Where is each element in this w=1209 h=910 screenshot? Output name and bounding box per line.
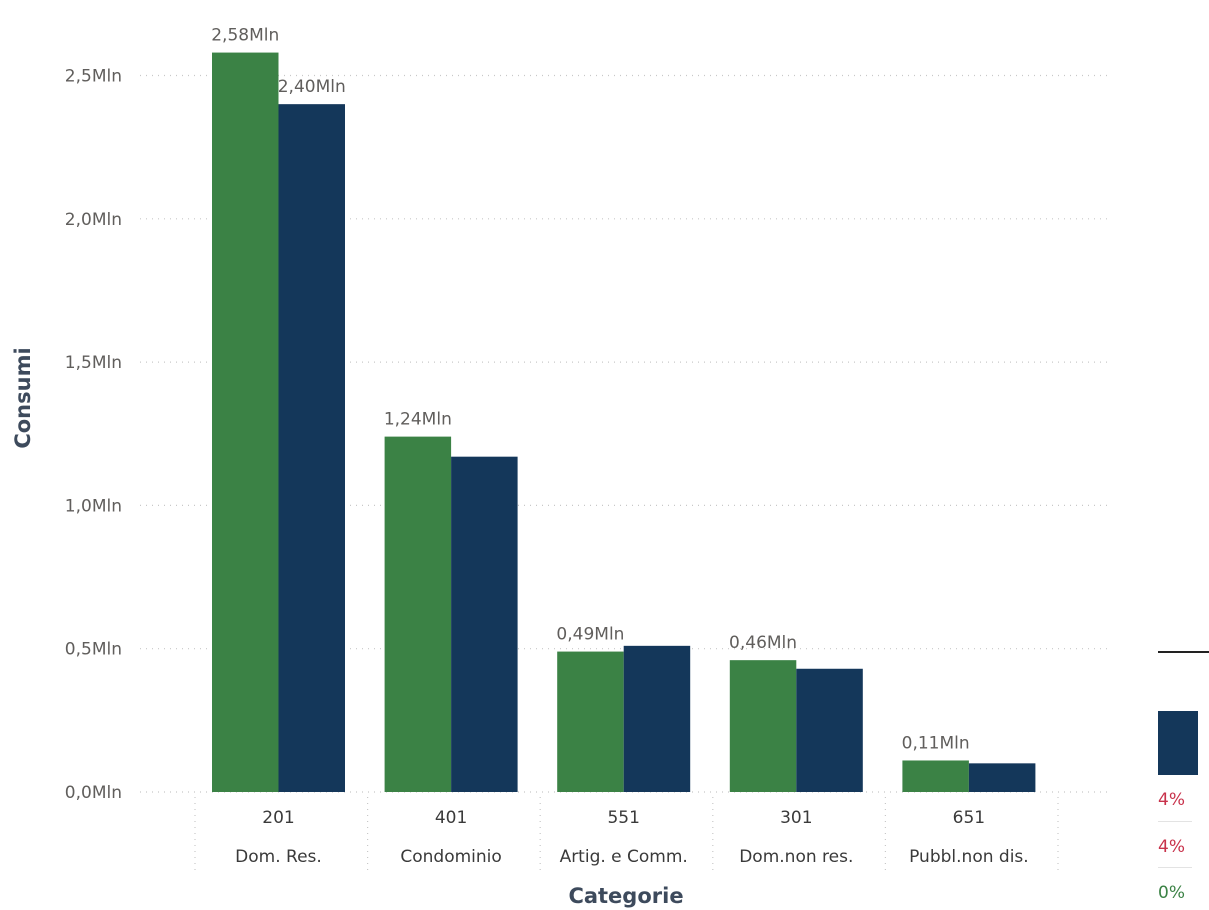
data-label: 0,46Mln: [729, 633, 797, 653]
x-category-code: 551: [607, 808, 639, 828]
x-category-name: Dom.non res.: [739, 847, 853, 867]
bar: [968, 763, 1036, 792]
x-category-name: Dom. Res.: [235, 847, 322, 867]
x-category-code: 301: [780, 808, 812, 828]
x-category-name: Condominio: [400, 847, 501, 867]
bar: [729, 660, 797, 792]
bar: [451, 456, 518, 792]
x-axis-title: Categorie: [568, 884, 683, 908]
x-category-name: Pubbl.non dis.: [909, 847, 1029, 867]
y-tick-label: 1,5Mln: [65, 353, 122, 373]
divider: [1158, 821, 1192, 822]
x-category-code: 201: [262, 808, 294, 828]
bar: [557, 651, 624, 792]
y-tick-label: 2,5Mln: [65, 67, 122, 87]
y-axis-ticks: 0,0Mln 0,5Mln 1,0Mln 1,5Mln 2,0Mln 2,5Mln: [65, 67, 122, 804]
bars: [212, 52, 1036, 792]
data-label: 1,24Mln: [384, 410, 452, 430]
data-label: 0,49Mln: [556, 625, 624, 645]
percent-value: 0%: [1158, 883, 1185, 903]
x-category-code: 651: [953, 808, 985, 828]
y-axis-title: Consumi: [11, 347, 35, 448]
adjacent-visual-cropped: 4% 4% 0%: [1150, 640, 1209, 910]
bar: [278, 104, 345, 792]
bar: [623, 645, 691, 792]
percent-value: 4%: [1158, 790, 1185, 810]
color-swatch: [1158, 711, 1198, 775]
bar: [212, 52, 279, 792]
divider: [1158, 867, 1192, 868]
y-tick-label: 2,0Mln: [65, 210, 122, 230]
x-category-code: 401: [435, 808, 467, 828]
bar: [902, 760, 969, 792]
x-axis-categories: 201 Dom. Res. 401 Condominio 551 Artig. e Com…: [194, 797, 1059, 875]
y-tick-label: 0,0Mln: [65, 783, 122, 803]
x-category-name: Artig. e Comm.: [560, 847, 688, 867]
data-label: 2,58Mln: [211, 26, 279, 46]
header-rule: [1158, 651, 1209, 653]
data-labels: 2,58Mln 2,40Mln 1,24Mln 0,49Mln 0,46Mln 0,11M…: [211, 26, 969, 754]
percent-value: 4%: [1158, 837, 1185, 857]
y-tick-label: 1,0Mln: [65, 496, 122, 516]
data-label: 0,11Mln: [902, 733, 970, 753]
data-label: 2,40Mln: [278, 77, 346, 97]
bar: [796, 668, 863, 792]
bar: [384, 436, 452, 792]
y-tick-label: 0,5Mln: [65, 640, 122, 660]
